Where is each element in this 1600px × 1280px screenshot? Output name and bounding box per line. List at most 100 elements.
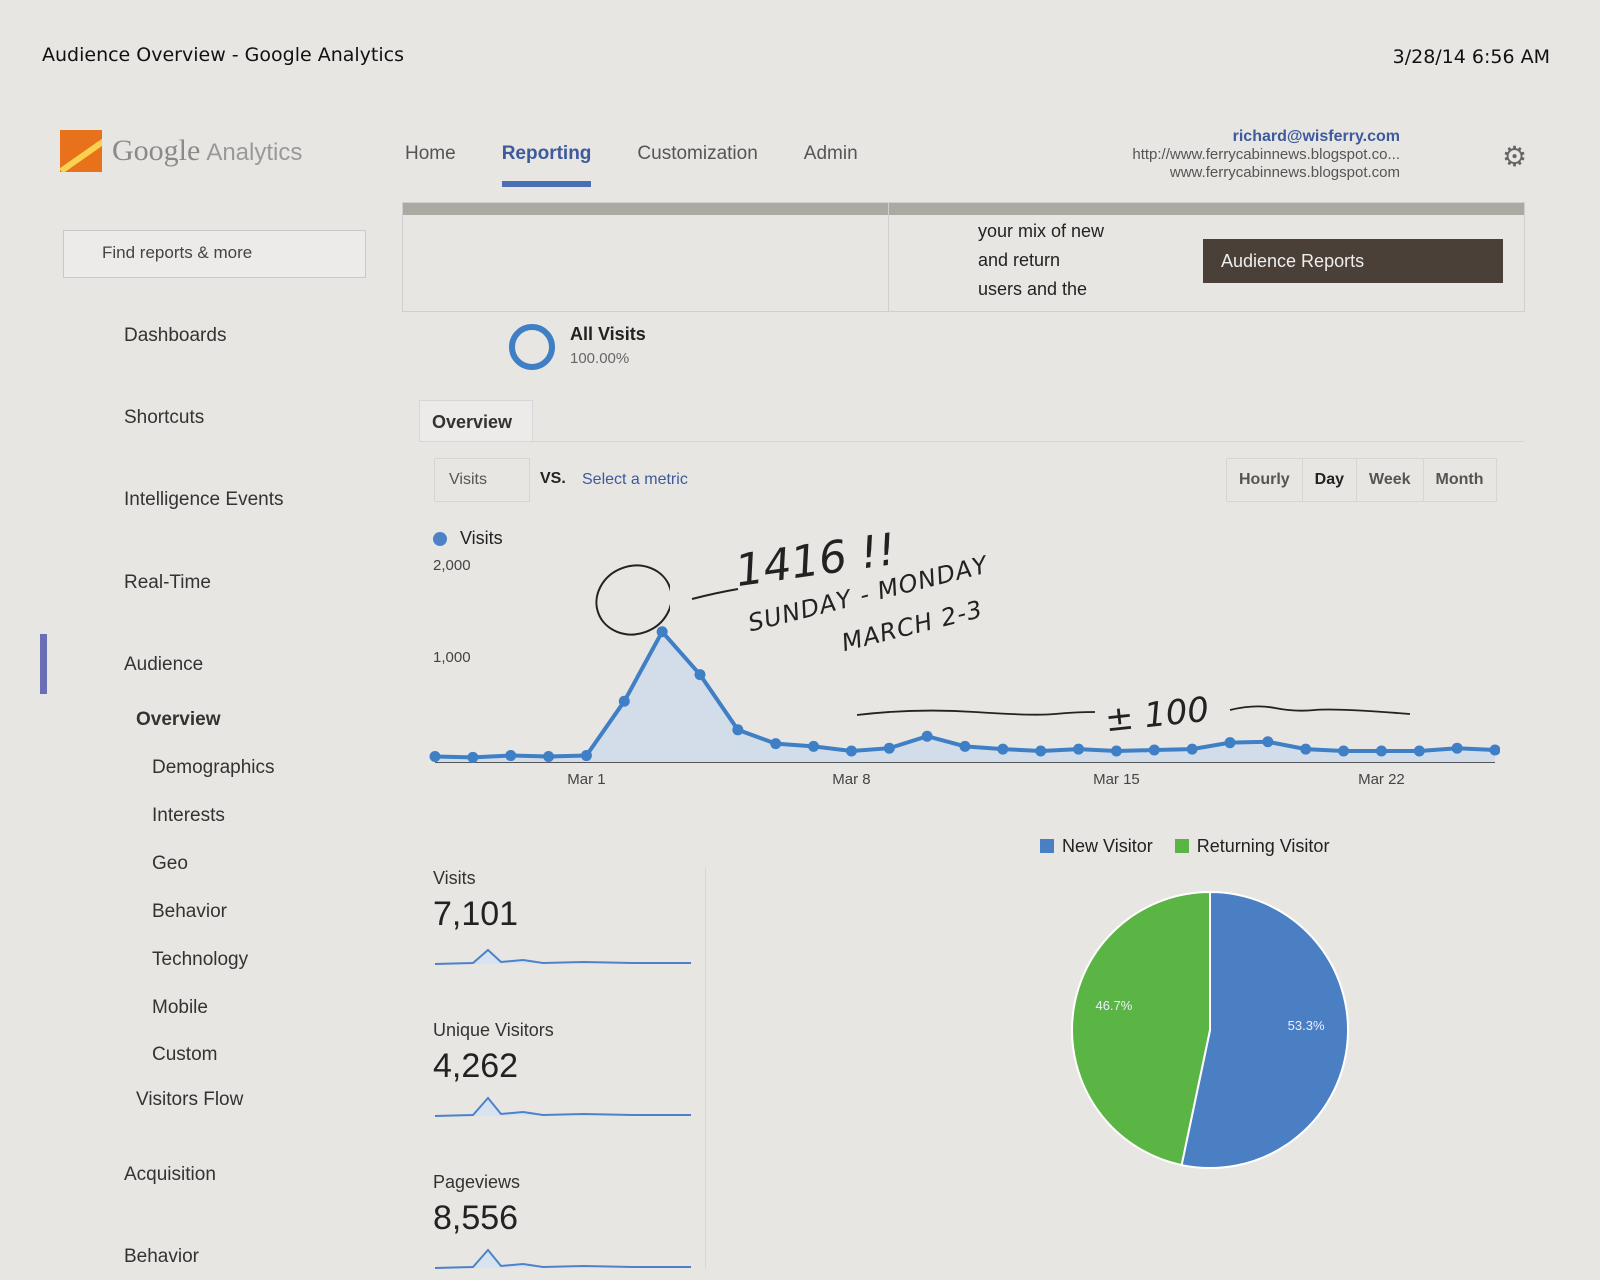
sidebar-item-audience[interactable]: Audience [124,654,204,675]
pie-slice-returning-visitor[interactable] [1071,890,1211,1167]
tab-admin[interactable]: Admin [803,143,858,164]
sidebar-subitem-technology[interactable]: Technology [152,949,249,970]
visits-data-point[interactable] [1262,736,1274,748]
visits-data-point[interactable] [580,750,592,762]
visits-data-point[interactable] [808,740,820,752]
visits-data-point[interactable] [1300,743,1312,755]
visits-data-point[interactable] [1073,743,1085,755]
visits-line [434,628,1496,760]
analytics-logo-icon [60,130,102,172]
account-email: richard@wisferry.com [1232,128,1400,145]
stat-pageviews[interactable]: Pageviews 8,556 [433,1172,520,1238]
visits-data-point[interactable] [1110,745,1122,757]
visits-data-point[interactable] [1186,743,1198,755]
logo-brand: Google [112,134,201,167]
sidebar-subitem-visitors-flow[interactable]: Visitors Flow [136,1089,244,1110]
granularity-hourly[interactable]: Hourly [1227,459,1303,501]
visits-data-point[interactable] [921,730,933,742]
sidebar-subitem-overview[interactable]: Overview [136,709,221,730]
visits-data-point[interactable] [997,743,1009,755]
promo-banner: your mix of new and return users and the… [402,202,1525,312]
stat-unique-visitors[interactable]: Unique Visitors 4,262 [433,1020,554,1086]
visits-legend-label: Visits [460,528,503,548]
sidebar-subitem-behavior[interactable]: Behavior [152,901,227,922]
sidebar-subitem-mobile[interactable]: Mobile [152,997,208,1018]
legend-returning-visitor[interactable]: Returning Visitor [1174,836,1330,857]
sidebar-subitem-demographics[interactable]: Demographics [152,757,275,778]
segment-ring-icon[interactable] [509,324,555,370]
visits-data-point[interactable] [770,738,782,750]
visits-data-point[interactable] [1148,744,1160,756]
banner-line: users and the [978,279,1088,297]
primary-metric-dropdown[interactable]: Visits [434,458,530,502]
visits-data-point[interactable] [1489,744,1501,756]
granularity-day[interactable]: Day [1303,459,1358,501]
visits-data-point[interactable] [429,750,441,762]
banner-top-bar [403,203,1524,215]
sidebar-item-dashboards[interactable]: Dashboards [124,325,227,346]
visits-data-point[interactable] [1224,737,1236,749]
granularity-month[interactable]: Month [1435,471,1484,488]
handwritten-circle [595,564,670,636]
select-metric-link[interactable]: Select a metric [582,471,688,488]
x-tick-label: Mar 15 [1093,771,1140,788]
granularity-week[interactable]: Week [1357,459,1424,501]
visits-data-point[interactable] [694,669,706,681]
visits-data-point[interactable] [959,740,971,752]
visits-data-point[interactable] [543,750,555,762]
tab-underline [419,441,1524,442]
x-tick-label: Mar 1 [567,771,605,788]
legend-label: Returning Visitor [1196,836,1330,856]
sidebar-item-behavior[interactable]: Behavior [124,1246,199,1267]
print-datetime: 3/28/14 6:56 AM [1392,46,1550,68]
pie-slice-new-visitor[interactable] [1180,890,1349,1169]
sidebar-subitem-geo[interactable]: Geo [152,853,188,874]
visits-data-point[interactable] [618,695,630,707]
visits-data-point[interactable] [732,724,744,736]
visits-data-point[interactable] [1375,745,1387,757]
sidebar-item-shortcuts[interactable]: Shortcuts [124,407,205,428]
visits-data-point[interactable] [467,751,479,763]
vs-label: VS. [540,470,566,487]
banner-bullet-text: your mix of new and return users and the [978,217,1168,297]
visits-data-point[interactable] [656,626,668,638]
x-tick-label: Mar 22 [1358,771,1405,788]
pageviews-sparkline [434,1248,691,1269]
sidebar-item-real-time[interactable]: Real-Time [124,572,211,593]
account-selector[interactable]: richard@wisferry.com http://www.ferrycab… [1132,128,1400,182]
unique-visitors-sparkline [434,1096,691,1117]
sidebar-item-intelligence-events[interactable]: Intelligence Events [124,489,284,510]
visits-data-point[interactable] [1413,745,1425,757]
visits-data-point[interactable] [505,750,517,762]
segment-name[interactable]: All Visits [570,324,646,344]
sidebar-subitem-custom[interactable]: Custom [152,1044,218,1065]
gear-icon[interactable]: ⚙ [1502,141,1528,172]
legend-new-visitor[interactable]: New Visitor [1040,836,1153,857]
sidebar-item-acquisition[interactable]: Acquisition [124,1164,216,1185]
tab-customization[interactable]: Customization [637,143,758,164]
audience-reports-button[interactable]: Audience Reports [1203,239,1503,283]
visits-line-chart[interactable]: 2,000 1,000 Mar 1 Mar 8 Mar 15 Mar 22 [420,560,1500,790]
print-title: Audience Overview - Google Analytics [42,44,404,66]
google-analytics-logo[interactable]: Google Analytics [60,130,302,172]
visits-data-point[interactable] [1035,745,1047,757]
tab-home[interactable]: Home [405,143,456,164]
tab-overview[interactable]: Overview [419,400,533,442]
find-reports-input[interactable]: Find reports & more [63,230,366,278]
account-property: http://www.ferrycabinnews.blogspot.co... [1132,146,1400,163]
stat-label: Unique Visitors [433,1020,554,1040]
segment-percent: 100.00% [570,350,630,367]
tab-reporting[interactable]: Reporting [501,143,591,187]
visits-data-point[interactable] [883,742,895,754]
sidebar-subitem-interests[interactable]: Interests [152,805,225,826]
visitor-type-pie-chart[interactable]: 53.3% 46.7% [1060,880,1360,1180]
stat-label: Visits [433,868,476,888]
visits-data-point[interactable] [845,745,857,757]
active-section-indicator [40,634,47,694]
visits-sparkline [434,948,691,965]
stat-visits[interactable]: Visits 7,101 [433,868,518,934]
visits-data-point[interactable] [1338,745,1350,757]
granularity-toggle: Hourly Day Week Month [1226,458,1497,502]
x-tick-label: Mar 8 [832,771,870,788]
visits-data-point[interactable] [1451,742,1463,754]
